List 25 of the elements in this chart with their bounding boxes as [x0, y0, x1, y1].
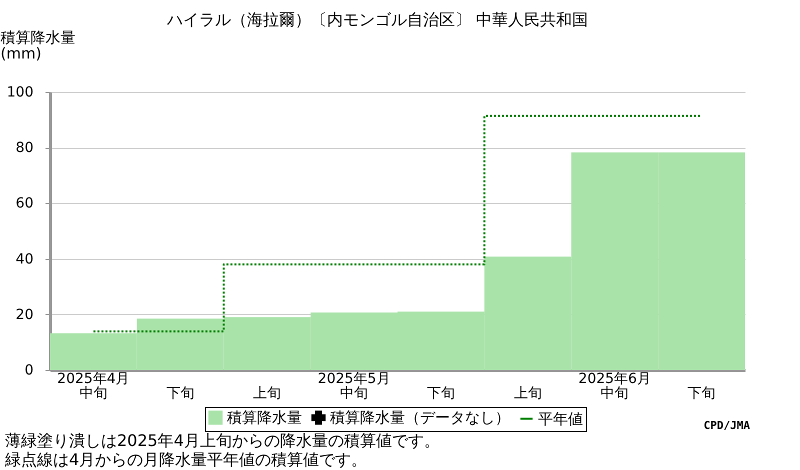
text: 緑点線は4月からの月降水量平年値の積算値です。: [4, 450, 368, 469]
y-tick-label: 60: [16, 196, 34, 212]
text: 薄緑塗り潰しは2025年4月上旬からの降水量の積算値です。: [5, 431, 440, 450]
text: 2025年4月: [57, 371, 130, 387]
legend-label: 平年値: [538, 410, 583, 428]
chart-title: ハイラル（海拉爾）〔内モンゴル自治区〕 中華人民共和国: [166, 10, 588, 29]
x-tick-label: 下旬: [426, 386, 455, 402]
y-tick-label: 100: [6, 84, 34, 100]
x-tick-label: 中旬: [600, 386, 629, 402]
x-tick-label: 中旬: [340, 386, 368, 402]
y-tick-label: 40: [16, 251, 34, 268]
text: CPD/JMA: [704, 419, 750, 432]
legend-label: 積算降水量（データなし）: [330, 408, 510, 427]
text: 2025年5月: [318, 371, 390, 387]
text: 2025年6月: [578, 371, 651, 387]
y-tick-label: 80: [16, 140, 34, 156]
x-tick-label: 中旬: [79, 386, 108, 402]
legend-label: 積算降水量: [227, 408, 302, 427]
x-tick-label: 上旬: [253, 386, 282, 402]
y-axis-title: 積算降水量(mm): [0, 28, 76, 62]
y-tick-label: 20: [16, 306, 34, 323]
x-tick-label: 下旬: [166, 386, 194, 402]
x-tick-label: 上旬: [514, 386, 542, 402]
y-tick-label: 0: [24, 362, 34, 378]
x-tick-label: 下旬: [688, 386, 716, 402]
